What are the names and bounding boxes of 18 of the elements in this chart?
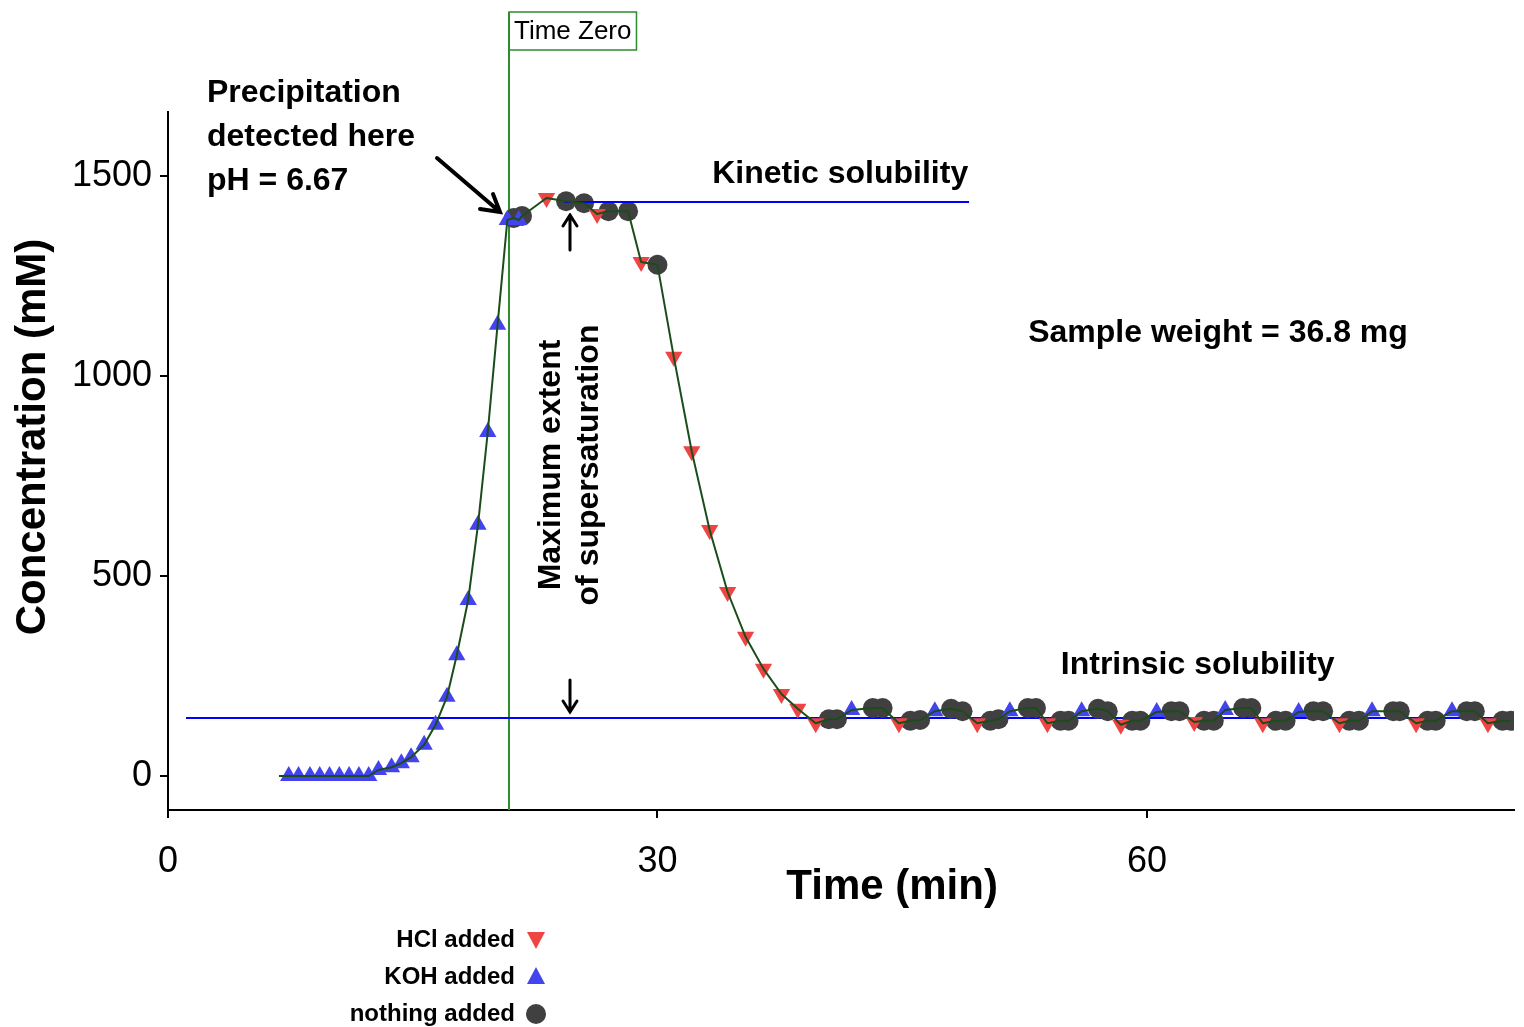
x-tick-label: 0 [157,838,179,880]
ref-line-label: Intrinsic solubility [1060,644,1335,681]
annotation: Maximum extent of supersaturation [530,324,605,606]
y-tick-label: 1500 [71,152,152,194]
legend-label: HCl added [396,924,515,952]
x-tick-label: 30 [637,838,678,880]
annotation: Kinetic solubility [712,153,969,190]
y-tick-label: 1000 [71,352,152,394]
ref-line-label: Time Zero [513,15,632,46]
y-tick-label: 0 [131,752,152,794]
legend-label: nothing added [349,998,515,1026]
x-axis-title: Time (min) [786,860,998,908]
y-axis-title: Concentration (mM) [6,238,54,636]
legend-label: KOH added [384,961,515,989]
x-tick-label: 60 [1126,838,1167,880]
y-tick-label: 500 [91,552,152,594]
annotation: Precipitation detected here pH = 6.67 [207,72,416,197]
annotation: Sample weight = 36.8 mg [1028,312,1408,349]
